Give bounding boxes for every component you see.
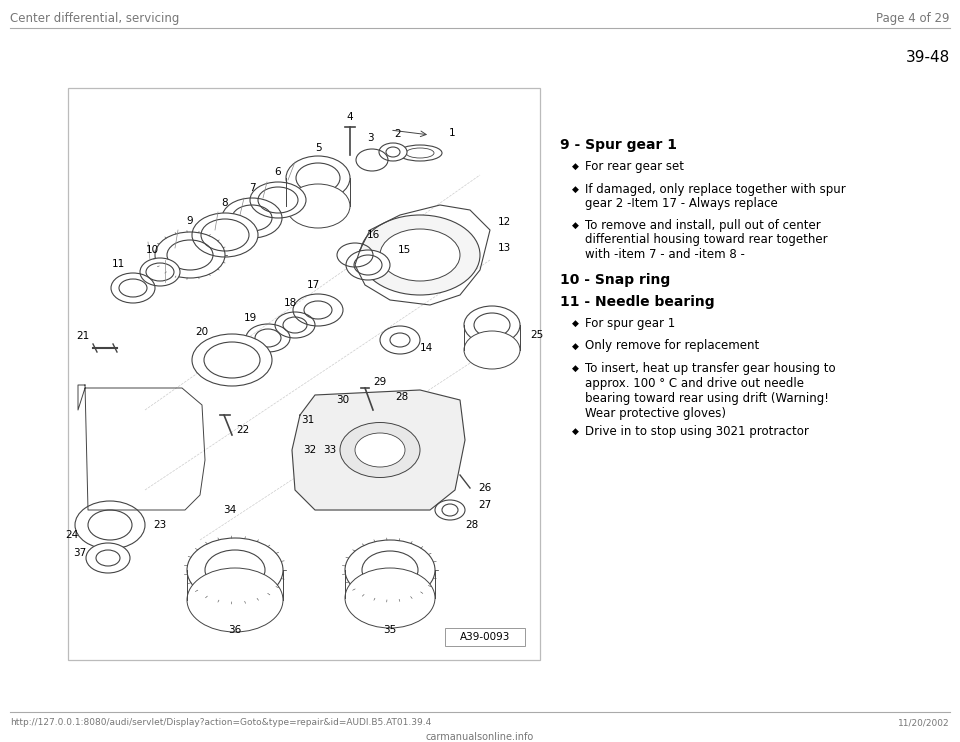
Text: 20: 20	[196, 327, 208, 337]
Text: Page 4 of 29: Page 4 of 29	[876, 12, 950, 25]
Text: 26: 26	[478, 483, 492, 493]
Text: 14: 14	[420, 343, 433, 353]
Text: 11 - Needle bearing: 11 - Needle bearing	[560, 295, 714, 309]
Text: 32: 32	[303, 445, 317, 455]
Text: A39-0093: A39-0093	[460, 632, 510, 642]
Text: 6: 6	[275, 167, 281, 177]
Ellipse shape	[380, 326, 420, 354]
Ellipse shape	[464, 331, 520, 369]
Text: 19: 19	[244, 313, 256, 323]
Text: 24: 24	[65, 530, 79, 540]
Text: 25: 25	[530, 330, 543, 340]
Text: Drive in to stop using 3021 protractor: Drive in to stop using 3021 protractor	[585, 425, 809, 438]
Text: To remove and install, pull out of center
differential housing toward rear toget: To remove and install, pull out of cente…	[585, 218, 828, 261]
Ellipse shape	[250, 182, 306, 218]
Text: 27: 27	[478, 500, 492, 510]
Text: 23: 23	[154, 520, 167, 530]
Ellipse shape	[86, 543, 130, 573]
Text: carmanualsonline.info: carmanualsonline.info	[426, 732, 534, 742]
Text: http://127.0.0.1:8080/audi/servlet/Display?action=Goto&type=repair&id=AUDI.B5.AT: http://127.0.0.1:8080/audi/servlet/Displ…	[10, 718, 431, 727]
Ellipse shape	[204, 342, 260, 378]
Text: 2: 2	[395, 129, 401, 139]
Text: 9: 9	[186, 216, 193, 226]
Ellipse shape	[88, 510, 132, 540]
Text: 37: 37	[73, 548, 86, 558]
Bar	[445, 628, 525, 646]
Text: ◆: ◆	[572, 364, 579, 373]
Text: 17: 17	[306, 280, 320, 290]
Ellipse shape	[201, 219, 249, 251]
Text: Only remove for replacement: Only remove for replacement	[585, 340, 759, 352]
Text: 15: 15	[398, 245, 411, 255]
Text: If damaged, only replace together with spur
gear 2 -Item 17 - Always replace: If damaged, only replace together with s…	[585, 183, 846, 211]
Text: To insert, heat up transfer gear housing to
approx. 100 ° C and drive out needle: To insert, heat up transfer gear housing…	[585, 362, 835, 420]
Text: ◆: ◆	[572, 427, 579, 436]
Text: 18: 18	[283, 298, 297, 308]
Ellipse shape	[346, 250, 390, 280]
Ellipse shape	[146, 263, 174, 281]
Text: 28: 28	[395, 392, 408, 402]
Text: ◆: ◆	[572, 185, 579, 194]
Text: 31: 31	[301, 415, 315, 425]
Text: 34: 34	[224, 505, 236, 515]
Text: 3: 3	[367, 133, 373, 143]
Ellipse shape	[187, 568, 283, 632]
Text: 30: 30	[336, 395, 349, 405]
Text: Center differential, servicing: Center differential, servicing	[10, 12, 180, 25]
Ellipse shape	[379, 143, 407, 161]
Ellipse shape	[345, 568, 435, 628]
Polygon shape	[292, 390, 465, 510]
Text: 12: 12	[498, 217, 512, 227]
Bar	[68, 88, 540, 660]
Text: ◆: ◆	[572, 319, 579, 328]
Ellipse shape	[380, 408, 400, 422]
Text: 33: 33	[324, 445, 337, 455]
Ellipse shape	[360, 215, 480, 295]
Ellipse shape	[442, 504, 458, 516]
Text: 11: 11	[111, 259, 125, 269]
Text: 10: 10	[145, 245, 158, 255]
Ellipse shape	[380, 229, 460, 281]
Text: For spur gear 1: For spur gear 1	[585, 317, 675, 330]
Text: 16: 16	[367, 230, 380, 240]
Text: 11/20/2002: 11/20/2002	[899, 718, 950, 727]
Text: 29: 29	[373, 377, 386, 387]
Ellipse shape	[286, 184, 350, 228]
Ellipse shape	[386, 147, 400, 157]
Ellipse shape	[390, 333, 410, 347]
Text: 7: 7	[249, 183, 255, 193]
Text: 35: 35	[383, 625, 396, 635]
Text: 10 - Snap ring: 10 - Snap ring	[560, 273, 670, 287]
Ellipse shape	[192, 213, 258, 257]
Ellipse shape	[140, 258, 180, 286]
Ellipse shape	[372, 403, 408, 427]
Text: 36: 36	[228, 625, 242, 635]
Text: ◆: ◆	[572, 162, 579, 171]
Text: 8: 8	[222, 198, 228, 208]
Ellipse shape	[96, 550, 120, 566]
Text: For rear gear set: For rear gear set	[585, 160, 684, 173]
Ellipse shape	[355, 433, 405, 467]
Text: 5: 5	[315, 143, 322, 153]
Ellipse shape	[192, 334, 272, 386]
Text: ◆: ◆	[572, 220, 579, 229]
Ellipse shape	[340, 422, 420, 478]
Text: ◆: ◆	[572, 341, 579, 350]
Ellipse shape	[354, 255, 382, 275]
Ellipse shape	[258, 187, 298, 213]
Text: 22: 22	[236, 425, 250, 435]
Text: 21: 21	[77, 331, 89, 341]
Text: 39-48: 39-48	[905, 50, 950, 65]
Text: 9 - Spur gear 1: 9 - Spur gear 1	[560, 138, 677, 152]
Text: 13: 13	[498, 243, 512, 253]
Text: 1: 1	[448, 128, 455, 138]
Ellipse shape	[435, 500, 465, 520]
Ellipse shape	[75, 501, 145, 549]
Text: 28: 28	[465, 520, 478, 530]
Text: 4: 4	[347, 112, 353, 122]
